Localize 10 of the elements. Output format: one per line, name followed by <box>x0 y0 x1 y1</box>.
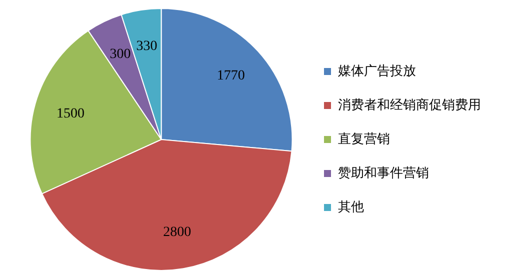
data-label: 300 <box>110 47 131 62</box>
legend-label: 赞助和事件营销 <box>338 166 429 181</box>
legend-label: 媒体广告投放 <box>338 64 416 79</box>
data-label: 1770 <box>216 68 245 84</box>
data-label: 2800 <box>163 225 192 240</box>
legend-label: 直复营销 <box>338 132 390 147</box>
legend-label: 消费者和经销商促销费用 <box>338 98 481 113</box>
data-label: 1500 <box>56 106 85 122</box>
legend-label: 其他 <box>338 200 364 215</box>
data-label: 330 <box>136 38 158 54</box>
